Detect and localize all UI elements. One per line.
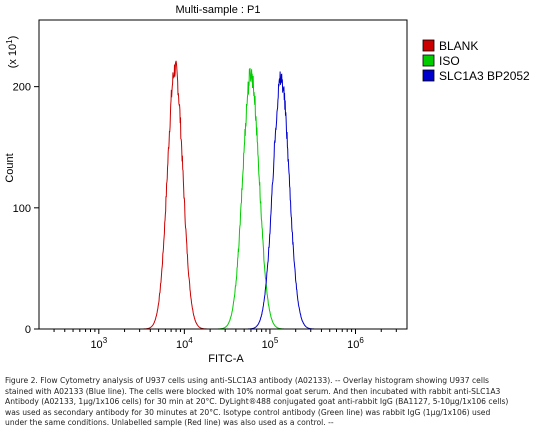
x-tick-label-3: 105 (262, 336, 279, 351)
axis-ticks: 103 104 105 106 0 100 200 (13, 82, 397, 351)
y-multiplier-exp: 1 (5, 39, 14, 44)
legend-label-3: SLC1A3 BP2052 (439, 69, 530, 83)
caption-line-4: was used as secondary antibody for 30 mi… (5, 407, 491, 417)
chart-title: Multi-sample : P1 (176, 4, 261, 16)
caption-line-1: Figure 2. Flow Cytometry analysis of U93… (5, 376, 490, 385)
series-line-2 (209, 68, 293, 330)
caption-line-5: under the same conditions. Unlabelled sa… (5, 418, 334, 428)
x-axis-label: FITC-A (208, 353, 244, 365)
y-multiplier-suffix: ) (7, 36, 19, 40)
y-tick-label-2: 100 (13, 203, 31, 215)
y-multiplier-prefix: (x 10 (7, 44, 19, 68)
y-multiplier-label: (x 101) (5, 36, 19, 69)
legend-swatch-3 (422, 69, 435, 82)
series-curves (134, 60, 323, 330)
y-tick-label-1: 0 (25, 324, 31, 336)
figure-caption: Figure 2. Flow Cytometry analysis of U93… (5, 376, 540, 429)
x-tick-label-4: 106 (347, 336, 364, 351)
legend-swatch-1 (422, 39, 435, 52)
x-tick-label-2: 104 (176, 336, 193, 351)
plot-frame (38, 19, 408, 330)
legend-swatch-2 (422, 54, 435, 67)
legend-label-1: BLANK (439, 39, 478, 53)
y-axis-label: Count (4, 153, 16, 182)
series-line-3 (240, 71, 323, 330)
caption-line-2: stained with A02133 (Blue line). The cel… (5, 386, 501, 396)
flow-cytometry-chart: Multi-sample : P1 (x 101) Count FITC-A 1… (4, 4, 530, 365)
legend-label-2: ISO (439, 54, 460, 68)
y-tick-label-3: 200 (13, 82, 31, 94)
caption-line-3: Antibody (A02133, 1µg/1x106 cells) for 3… (5, 397, 509, 407)
x-tick-label-1: 103 (90, 336, 107, 351)
series-line-1 (134, 60, 217, 330)
